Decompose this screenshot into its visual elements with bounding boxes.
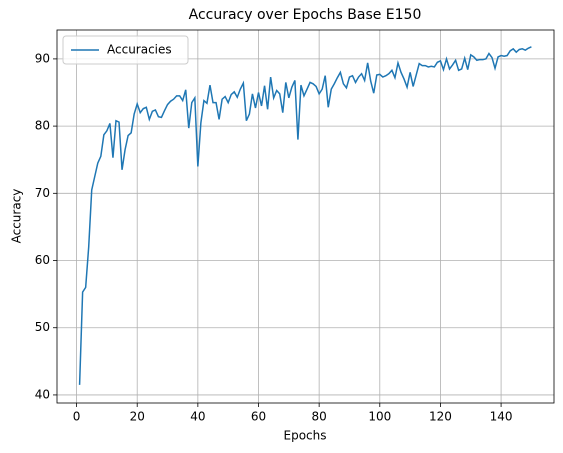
y-tick-label: 60 (35, 253, 50, 267)
x-tick-label: 0 (73, 410, 81, 424)
y-axis-label: Accuracy (10, 189, 24, 244)
line (78, 46, 532, 385)
y-tick-label: 80 (35, 119, 50, 133)
y-tick-label: 50 (35, 320, 50, 334)
y-tick-label: 70 (35, 186, 50, 200)
axes-frame (56, 29, 555, 404)
grid (57, 30, 554, 403)
x-tick-label: 80 (312, 410, 327, 424)
x-axis-label: Epochs (284, 429, 327, 443)
y-tick-label: 90 (35, 51, 50, 65)
x-tick-label: 120 (429, 410, 452, 424)
legend-label: Accuracies (107, 43, 172, 57)
legend: Accuracies (62, 35, 189, 65)
x-tick-label: 20 (130, 410, 145, 424)
x-tick-label: 100 (368, 410, 391, 424)
x-tick-label: 140 (490, 410, 513, 424)
x-tick-label: 60 (251, 410, 266, 424)
chart-title: Accuracy over Epochs Base E150 (189, 7, 422, 23)
plot (78, 46, 532, 385)
y-tick-label: 40 (35, 387, 50, 401)
x-tick-label: 40 (190, 410, 205, 424)
legend-box (62, 35, 189, 65)
